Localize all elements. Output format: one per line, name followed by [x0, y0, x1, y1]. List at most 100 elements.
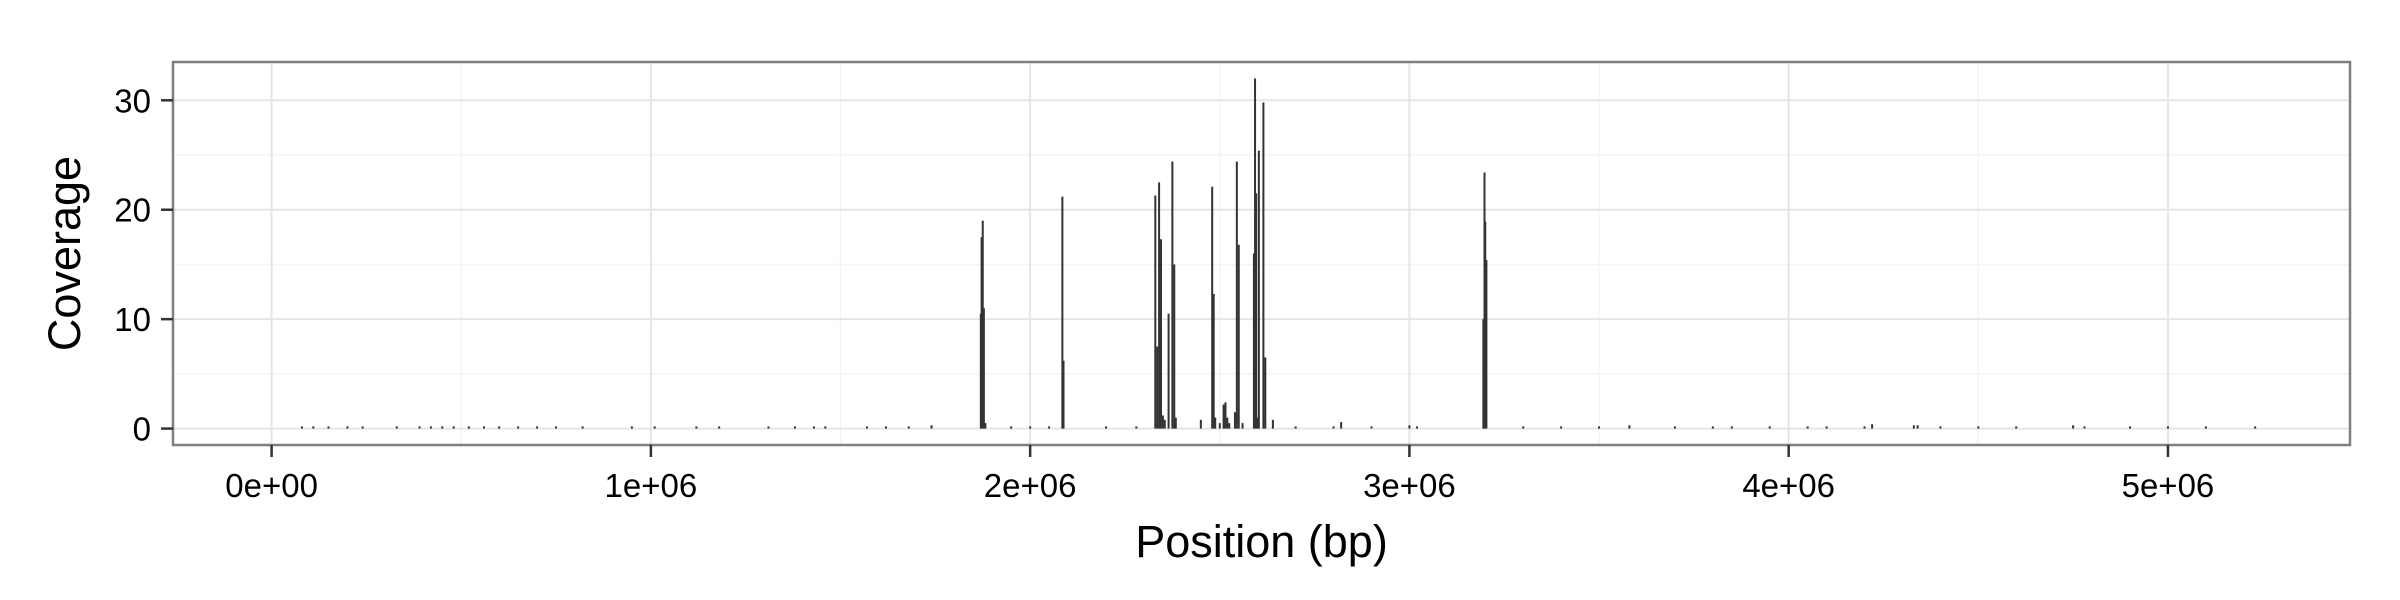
coverage-bar [1105, 426, 1107, 429]
coverage-bar [1218, 423, 1221, 429]
coverage-bar [1484, 221, 1487, 429]
coverage-bar [1522, 426, 1525, 429]
coverage-bar [1061, 196, 1064, 429]
coverage-bar [1482, 319, 1485, 429]
plot-panel [173, 62, 2350, 445]
coverage-bar [2204, 426, 2207, 429]
coverage-bar [1161, 415, 1164, 429]
coverage-bar [1174, 417, 1177, 429]
y-tick-label: 10 [114, 301, 151, 338]
coverage-bar [1262, 102, 1265, 429]
x-tick-label: 4e+06 [1742, 467, 1835, 504]
coverage-bar [483, 426, 485, 429]
coverage-bar [767, 426, 770, 429]
coverage-bar [429, 426, 432, 429]
coverage-bar [1628, 425, 1631, 429]
x-axis-title: Position (bp) [1135, 516, 1388, 567]
coverage-bar [1408, 425, 1411, 429]
coverage-bar [1254, 78, 1257, 429]
coverage-bar [1167, 313, 1170, 429]
coverage-bar [1340, 422, 1343, 429]
x-axis-ticks: 0e+00 1e+06 2e+06 3e+06 4e+06 5e+06 [225, 445, 2214, 504]
coverage-bar [1029, 426, 1032, 429]
x-tick-label: 5e+06 [2122, 467, 2215, 504]
coverage-bar [555, 426, 558, 429]
coverage-bar [1256, 417, 1259, 429]
coverage-bar [1156, 346, 1159, 429]
coverage-bar [718, 426, 721, 429]
coverage-bar [1768, 426, 1771, 429]
coverage-bar [517, 426, 520, 429]
coverage-bars [300, 78, 2257, 429]
coverage-bar [1199, 419, 1202, 429]
x-tick-label: 0e+00 [225, 467, 318, 504]
coverage-bar [346, 426, 349, 429]
coverage-bar [1010, 426, 1013, 429]
plot-border [171, 60, 2352, 447]
coverage-bar [653, 426, 656, 429]
coverage-bar [327, 426, 330, 429]
coverage-bar [2129, 426, 2132, 429]
coverage-bar [1173, 264, 1176, 429]
coverage-bar [812, 426, 815, 429]
coverage-bar [2083, 426, 2086, 429]
coverage-bar [1255, 193, 1258, 429]
coverage-bar [1135, 426, 1138, 429]
coverage-bar [1806, 426, 1809, 429]
coverage-bar [1977, 426, 1980, 429]
coverage-bar [467, 426, 470, 429]
coverage-bar [1252, 253, 1255, 429]
coverage-bar [1370, 426, 1373, 429]
coverage-bar [361, 426, 364, 429]
coverage-bar [536, 426, 539, 429]
coverage-bar [1294, 426, 1297, 429]
coverage-bar [1235, 161, 1238, 429]
coverage-bar [1154, 195, 1157, 429]
coverage-bar [452, 426, 455, 429]
coverage-bar [1224, 402, 1227, 429]
coverage-bar [2166, 426, 2169, 429]
coverage-bar [1825, 426, 1828, 429]
coverage-bar [984, 423, 987, 429]
coverage-bar [885, 426, 888, 429]
coverage-bar [1237, 244, 1240, 429]
coverage-bar [1222, 404, 1225, 429]
coverage-bar [418, 426, 421, 429]
coverage-bar [982, 308, 985, 429]
coverage-bar [930, 425, 933, 429]
coverage-bar [1171, 161, 1174, 429]
coverage-bar [300, 426, 303, 429]
coverage-bar [1158, 182, 1161, 429]
coverage-bar [581, 426, 584, 429]
coverage-bar [866, 426, 869, 429]
y-tick-label: 30 [114, 82, 151, 119]
coverage-bar [1916, 425, 1919, 429]
coverage-bar [312, 426, 315, 429]
coverage-bar [1939, 426, 1942, 429]
coverage-bar [2015, 426, 2018, 429]
y-axis-title: Coverage [39, 156, 90, 351]
y-tick-label: 20 [114, 192, 151, 229]
coverage-bar [1211, 186, 1214, 429]
y-tick-label: 0 [133, 411, 151, 448]
coverage-bar [1598, 426, 1601, 429]
grid [173, 62, 2350, 445]
coverage-bar [1711, 426, 1714, 429]
coverage-bar [1228, 423, 1231, 429]
coverage-bar [981, 220, 984, 429]
x-tick-label: 2e+06 [984, 467, 1077, 504]
coverage-bar [1159, 239, 1162, 429]
coverage-bar [2254, 426, 2257, 429]
coverage-bar [1871, 424, 1874, 429]
coverage-bar [1241, 423, 1244, 429]
coverage-bar [1863, 426, 1866, 429]
coverage-bar [1163, 419, 1166, 429]
coverage-bar [1560, 426, 1563, 429]
coverage-bar [1233, 412, 1236, 429]
coverage-bar [1226, 417, 1229, 429]
coverage-bar [1673, 426, 1676, 429]
coverage-bar [441, 426, 444, 429]
coverage-bar [980, 237, 983, 429]
coverage-bar [1332, 426, 1335, 429]
